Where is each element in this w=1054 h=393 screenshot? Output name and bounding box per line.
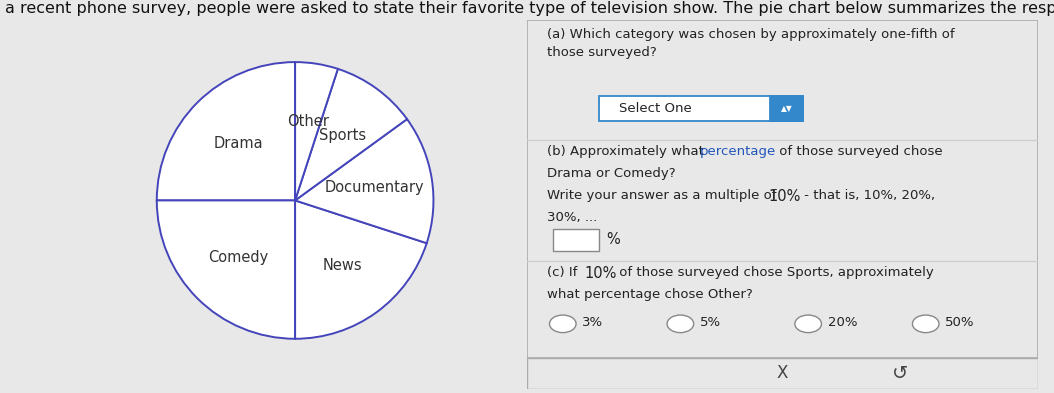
Text: (b) Approximately what: (b) Approximately what bbox=[547, 145, 708, 158]
Text: 10%: 10% bbox=[768, 189, 801, 204]
Text: Other: Other bbox=[287, 114, 329, 129]
Circle shape bbox=[549, 315, 577, 332]
FancyBboxPatch shape bbox=[769, 96, 803, 121]
Text: (a) Which category was chosen by approximately one-fifth of
those surveyed?: (a) Which category was chosen by approxi… bbox=[547, 28, 955, 59]
Text: Comedy: Comedy bbox=[209, 250, 269, 264]
Text: ▲▼: ▲▼ bbox=[781, 104, 793, 113]
Text: what percentage chose Other?: what percentage chose Other? bbox=[547, 288, 754, 301]
Wedge shape bbox=[295, 119, 433, 243]
Text: Documentary: Documentary bbox=[325, 180, 424, 195]
Text: Drama or Comedy?: Drama or Comedy? bbox=[547, 167, 676, 180]
FancyBboxPatch shape bbox=[599, 96, 803, 121]
Circle shape bbox=[667, 315, 694, 332]
Text: of those surveyed chose: of those surveyed chose bbox=[775, 145, 942, 158]
FancyBboxPatch shape bbox=[552, 229, 599, 251]
Text: X: X bbox=[777, 364, 788, 382]
Text: News: News bbox=[323, 258, 363, 273]
Wedge shape bbox=[157, 62, 295, 200]
Text: Select One: Select One bbox=[619, 102, 691, 115]
Text: - that is, 10%, 20%,: - that is, 10%, 20%, bbox=[800, 189, 935, 202]
Text: percentage: percentage bbox=[699, 145, 776, 158]
Text: (c) If: (c) If bbox=[547, 266, 582, 279]
Text: a recent phone survey, people were asked to state their favorite type of televis: a recent phone survey, people were asked… bbox=[5, 1, 1054, 16]
Text: 20%: 20% bbox=[827, 316, 857, 329]
Circle shape bbox=[913, 315, 939, 332]
Text: 30%, ...: 30%, ... bbox=[547, 211, 598, 224]
Text: %: % bbox=[606, 232, 620, 247]
Text: ↺: ↺ bbox=[892, 364, 909, 383]
Text: Drama: Drama bbox=[214, 136, 264, 151]
Text: Sports: Sports bbox=[318, 128, 366, 143]
Text: 50%: 50% bbox=[945, 316, 975, 329]
Text: 3%: 3% bbox=[582, 316, 603, 329]
Text: 10%: 10% bbox=[584, 266, 617, 281]
Wedge shape bbox=[295, 62, 338, 200]
Text: Write your answer as a multiple of: Write your answer as a multiple of bbox=[547, 189, 781, 202]
Wedge shape bbox=[295, 69, 407, 200]
Wedge shape bbox=[157, 200, 295, 339]
Text: of those surveyed chose Sports, approximately: of those surveyed chose Sports, approxim… bbox=[614, 266, 934, 279]
Circle shape bbox=[795, 315, 821, 332]
Text: 5%: 5% bbox=[700, 316, 721, 329]
Wedge shape bbox=[295, 200, 427, 339]
